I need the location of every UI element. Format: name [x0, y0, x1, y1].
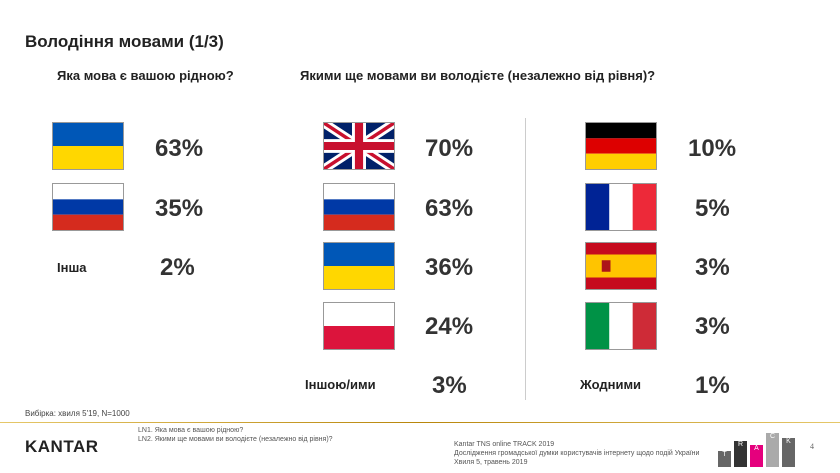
track-logo: T R A C K	[718, 432, 798, 467]
native-question: Яка мова є вашою рідною?	[57, 68, 234, 83]
poland-flag-icon	[323, 302, 395, 350]
italy-flag-icon	[585, 302, 657, 350]
question-notes: LN1. Яка мова є вашою рідною? LN2. Якими…	[138, 426, 333, 444]
question-note-1: LN1. Яка мова є вашою рідною?	[138, 427, 244, 434]
other-languages-label: Іншою/ими	[305, 377, 376, 392]
kantar-logo: KANTAR	[25, 437, 99, 456]
other-question: Якими ще мовами ви володієте (незалежно …	[300, 68, 656, 83]
page-title: Володіння мовами (1/3)	[25, 32, 224, 51]
uk-flag-icon	[323, 122, 395, 170]
column-divider	[525, 118, 526, 400]
polish-value: 24%	[425, 313, 474, 340]
footer-rule	[0, 422, 840, 423]
german-value: 10%	[688, 135, 737, 162]
source-line-2: Дослідження громадської думки користувач…	[454, 450, 700, 457]
page-number: 4	[810, 442, 814, 451]
source-notes: Kantar TNS online TRACK 2019 Дослідження…	[454, 440, 699, 467]
spanish-value: 3%	[695, 254, 730, 281]
track-letter: R	[734, 441, 747, 467]
ukraine-flag-icon	[52, 122, 124, 170]
source-line-1: Kantar TNS online TRACK 2019	[454, 441, 555, 448]
native-other-value: 2%	[160, 254, 195, 281]
italian-value: 3%	[695, 313, 730, 340]
germany-flag-icon	[585, 122, 657, 170]
spain-flag-icon	[585, 242, 657, 290]
native-other-label: Інша	[57, 260, 87, 275]
none-value: 1%	[695, 372, 730, 399]
source-line-3: Хвиля 5, травень 2019	[454, 459, 528, 466]
track-letter: C	[766, 433, 779, 467]
none-label: Жодними	[580, 377, 642, 392]
english-value: 70%	[425, 135, 474, 162]
french-value: 5%	[695, 195, 730, 222]
question-note-2: LN2. Якими ще мовами ви володієте (незал…	[138, 436, 333, 443]
france-flag-icon	[585, 183, 657, 231]
russia-flag-icon	[323, 183, 395, 231]
track-letter: T	[718, 451, 731, 467]
russian-value: 63%	[425, 195, 474, 222]
track-letter: K	[782, 438, 795, 467]
native-ukrainian-value: 63%	[155, 135, 204, 162]
ukrainian-value: 36%	[425, 254, 474, 281]
sample-note: Вибірка: хвиля 5'19, N=1000	[25, 409, 130, 418]
ukraine-flag-icon	[323, 242, 395, 290]
track-letter: A	[750, 445, 763, 467]
native-russian-value: 35%	[155, 195, 204, 222]
other-languages-value: 3%	[432, 372, 467, 399]
russia-flag-icon	[52, 183, 124, 231]
